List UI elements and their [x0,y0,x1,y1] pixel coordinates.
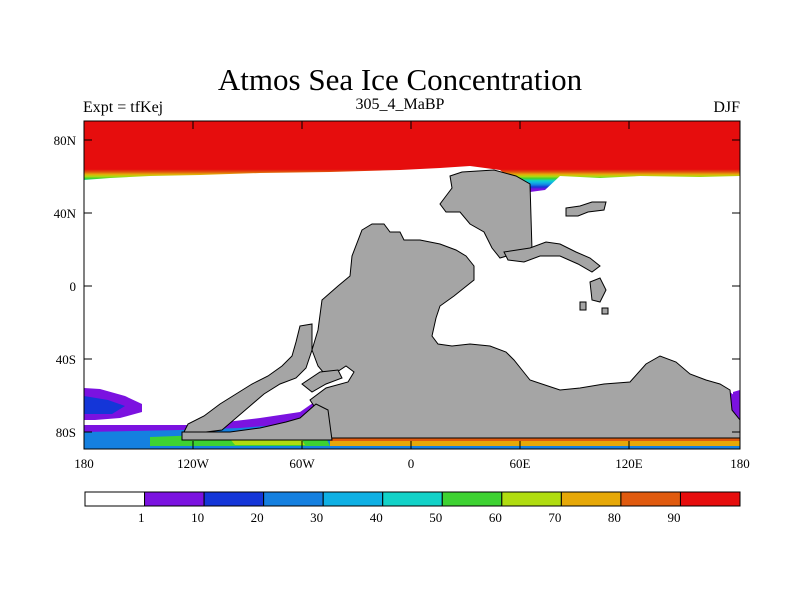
colorbar-label: 50 [429,510,442,525]
map-border [83,120,741,450]
colorbar-label: 60 [489,510,502,525]
north-sea-ice [84,121,740,192]
pacific-ice-blob-core [84,396,125,414]
lat-label-40n: 40N [54,206,77,221]
east-island-4 [601,307,609,315]
lon-label-60w: 60W [289,456,315,471]
colorbar-swatch [441,491,503,507]
lon-label-120e: 120E [615,456,643,471]
colorbar-label: 20 [251,510,264,525]
east-island-1 [565,201,607,217]
colorbar-label: 30 [310,510,323,525]
colorbar-label: 40 [370,510,383,525]
colorbar-swatch [679,491,741,507]
lon-label-0: 0 [408,456,415,471]
main-continent [309,223,740,439]
lon-label-60e: 60E [510,456,531,471]
mid-east-landmass [503,241,601,273]
lat-label-40s: 40S [56,352,76,367]
season-label: DJF [713,99,740,116]
longitude-labels: 180 120W 60W 0 60E 120E 180 [74,456,750,471]
south-shelf-edge [330,438,740,441]
east-island-2 [589,277,607,303]
colorbar-swatch [382,491,443,507]
lat-label-eq: 0 [70,279,77,294]
colorbar: 1 10 20 30 40 50 60 70 80 90 [84,491,741,525]
colorbar-swatch [501,491,562,507]
colorbar-swatch [560,491,622,507]
inner-gulf-land [301,369,343,393]
map-title: Atmos Sea Ice Concentration [217,62,583,97]
time-label: 305_4_MaBP [355,96,445,113]
axis-ticks [84,121,740,449]
colorbar-swatch [84,491,146,507]
lat-label-80s: 80S [56,425,76,440]
colorbar-swatch [322,491,384,507]
colorbar-label: 10 [191,510,204,525]
northern-landmass [439,169,533,259]
lon-label-180w: 180 [74,456,94,471]
colorbar-label: 70 [548,510,561,525]
experiment-label: Expt = tfKej [83,99,164,116]
lat-label-80n: 80N [54,133,77,148]
colorbar-swatch [263,491,324,507]
colorbar-swatch [144,491,205,507]
colorbar-swatch [203,491,265,507]
lon-label-120w: 120W [177,456,210,471]
lon-label-180e: 180 [730,456,750,471]
colorbar-swatch [620,491,681,507]
south-shelf-ice [330,438,740,446]
colorbar-label: 1 [138,510,145,525]
latitude-labels: 80N 40N 0 40S 80S [54,133,77,440]
east-island-3 [579,301,587,311]
colorbar-label: 80 [608,510,621,525]
southern-landmass [181,403,333,441]
colorbar-label: 90 [667,510,680,525]
